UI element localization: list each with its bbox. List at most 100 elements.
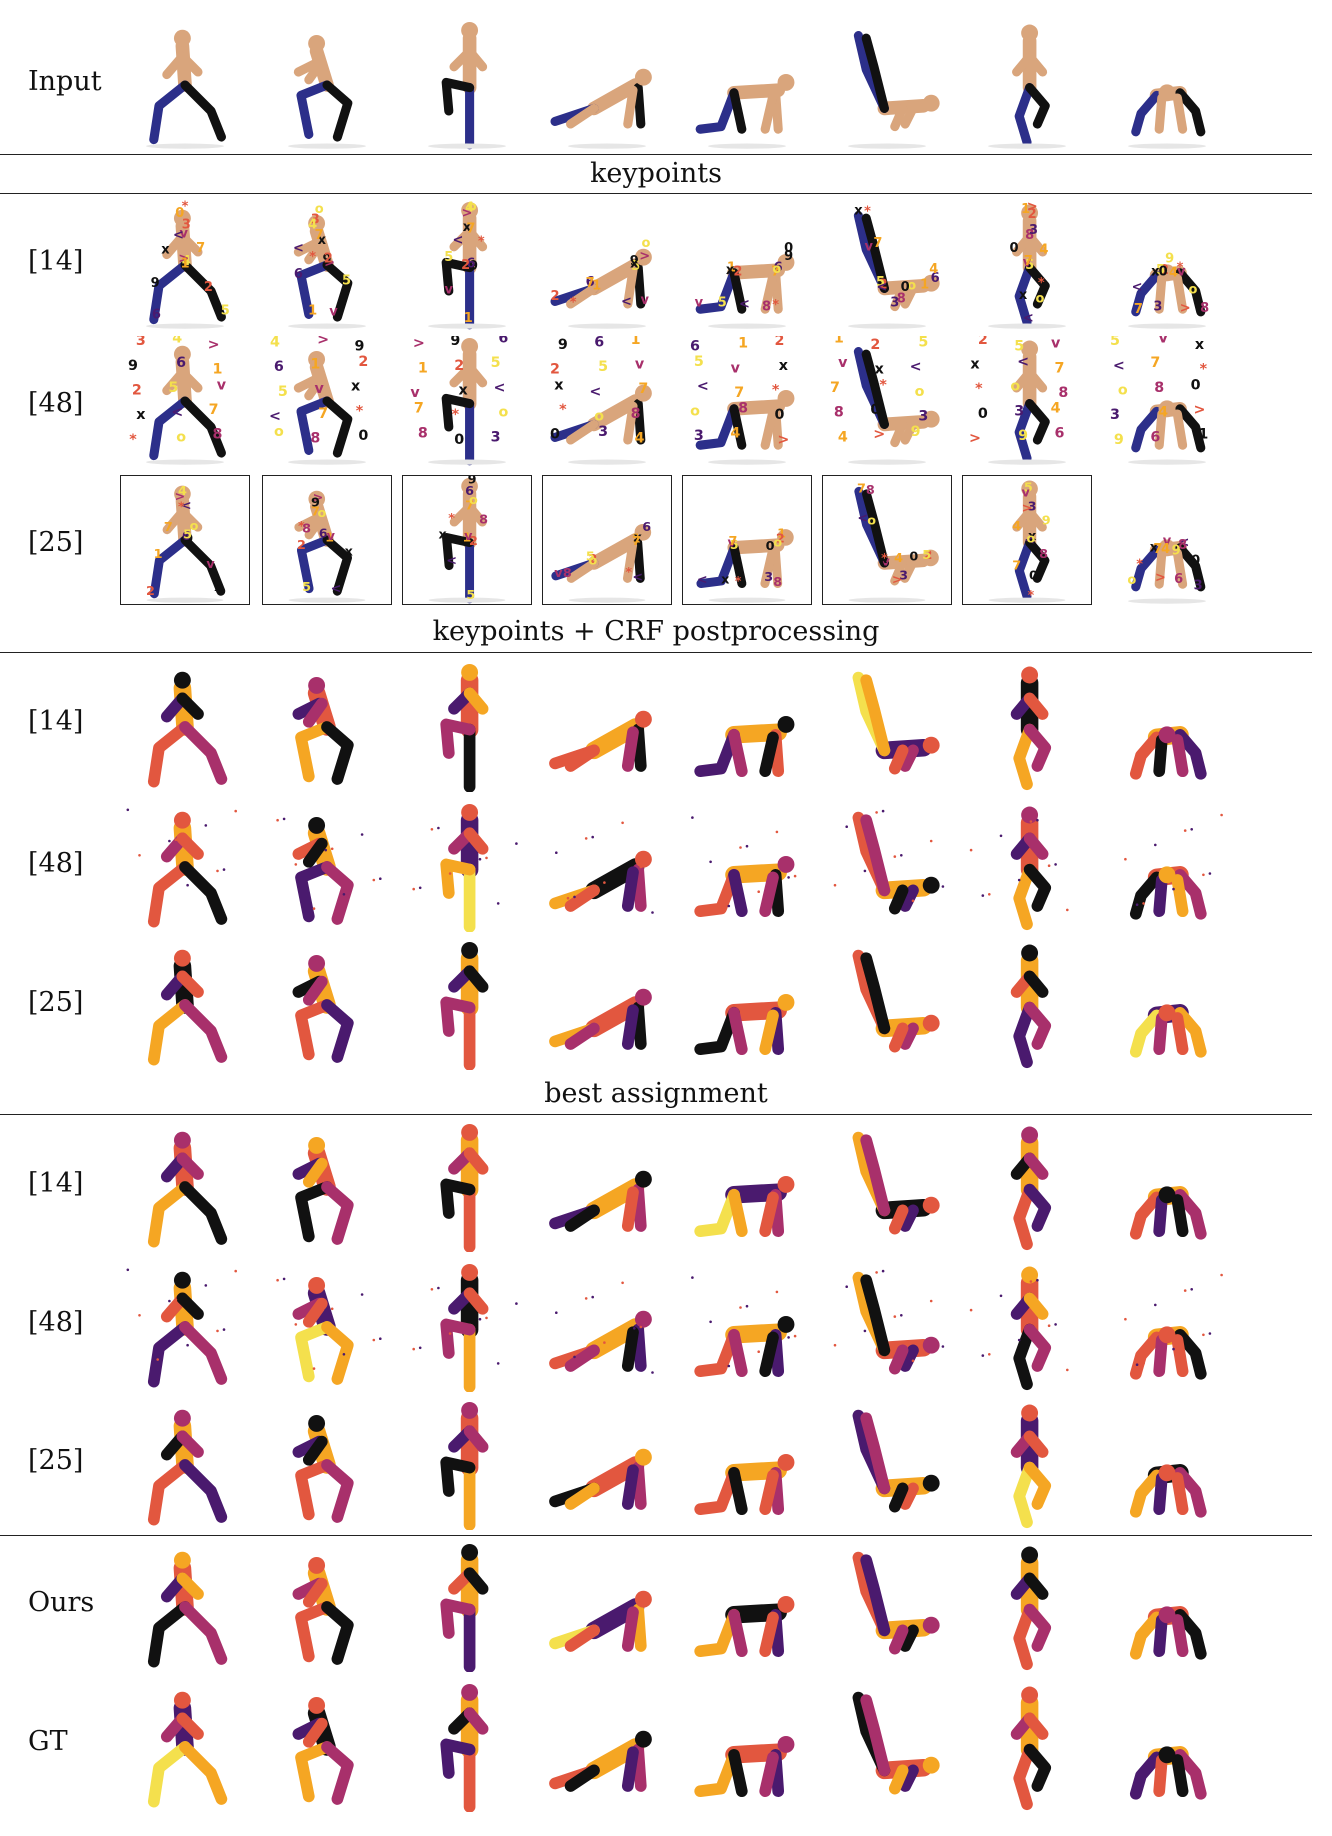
body-part xyxy=(888,884,909,915)
figure-image xyxy=(549,988,652,1050)
keypoint-label: 3 xyxy=(1029,223,1038,238)
figure-image xyxy=(694,1735,795,1798)
keypoint-label: 2 xyxy=(978,336,988,348)
head-part xyxy=(634,68,652,86)
body-part xyxy=(633,83,646,129)
body-part xyxy=(728,1466,748,1516)
head-part xyxy=(922,736,940,754)
keypoint-label: 1 xyxy=(727,261,736,276)
segmentation-figure xyxy=(1010,1126,1052,1251)
keypoint-label: 7 xyxy=(318,406,328,422)
head-part xyxy=(634,1310,652,1328)
body-part xyxy=(759,731,779,778)
body-part xyxy=(295,1601,333,1663)
noise-dot xyxy=(1172,1347,1175,1351)
body-part xyxy=(321,1181,354,1245)
segmentation-figure xyxy=(694,855,795,918)
head-part xyxy=(461,803,479,821)
figure-cell-3-1: 3 4 >9 6 1 2 5 v x <7 * o 8 xyxy=(120,336,250,466)
body-part xyxy=(176,1152,204,1180)
keypoint-label: 1 xyxy=(738,336,748,352)
keypoint-label: o xyxy=(690,403,700,419)
person-photo xyxy=(149,345,226,461)
figure-cell-5-4 xyxy=(542,662,672,792)
keypoint-label: 8 xyxy=(1178,538,1187,553)
keypoint-label: 2 xyxy=(550,289,559,304)
keypoint-label: 8 xyxy=(762,300,771,315)
figure-cell-9-1 xyxy=(120,1262,250,1392)
noise-dot xyxy=(603,1341,606,1344)
body-part xyxy=(632,1743,647,1792)
floor-shadow xyxy=(848,597,926,603)
figure-image: vx <7 *o 80 3 4 >9 6 xyxy=(1127,534,1206,604)
body-part xyxy=(176,1572,204,1600)
noise-dot xyxy=(372,878,376,882)
body-part xyxy=(1129,1751,1163,1800)
noise-dot xyxy=(174,1298,178,1301)
keypoint-label: v xyxy=(464,529,473,544)
keypoint-label: x xyxy=(1151,264,1160,279)
body-part xyxy=(888,1022,909,1053)
noise-dot xyxy=(1029,820,1033,823)
head-part xyxy=(922,274,940,292)
body-part xyxy=(1153,1754,1168,1798)
segmentation-figure xyxy=(440,1263,489,1392)
figure-image xyxy=(549,1730,652,1792)
keypoint-label: 7 xyxy=(1055,360,1065,376)
floor-shadow xyxy=(428,323,506,329)
body-part xyxy=(1174,1328,1207,1380)
body-part xyxy=(1023,970,1049,998)
noise-dot xyxy=(1054,1323,1057,1326)
head-part xyxy=(922,1756,940,1774)
figure-cell-12-4 xyxy=(542,1682,672,1812)
keypoint-label: o xyxy=(773,535,782,550)
keypoint-label: * xyxy=(182,200,189,214)
body-part xyxy=(321,1459,354,1523)
body-part xyxy=(1013,1743,1036,1811)
segmentation-figure xyxy=(292,1556,354,1665)
floor-shadow xyxy=(428,597,506,603)
noise-dot xyxy=(621,1281,624,1285)
keypoint-label: > xyxy=(639,249,650,264)
body-part xyxy=(632,1603,647,1652)
figure-cell-8-7 xyxy=(962,1122,1092,1252)
body-part xyxy=(1171,1194,1189,1238)
figure-cell-6-7 xyxy=(962,802,1092,932)
body-part xyxy=(1023,1461,1052,1510)
body-part xyxy=(1171,1334,1189,1378)
head-part xyxy=(308,1556,326,1574)
keypoint-label: 8 xyxy=(631,406,641,422)
body-part xyxy=(564,1204,600,1232)
body-part xyxy=(900,558,918,583)
body-part xyxy=(1014,399,1035,463)
noise-dot xyxy=(282,1277,286,1281)
noise-dot xyxy=(1124,1317,1127,1321)
head-part xyxy=(461,941,479,959)
figure-cell-5-8 xyxy=(1102,662,1232,792)
segmentation-figure xyxy=(440,941,489,1070)
figure-image: 5v x<7 * o80 34>9 xyxy=(988,480,1066,603)
body-part xyxy=(694,1188,740,1238)
keypoint-label: 5 xyxy=(694,354,704,370)
segmentation-figure xyxy=(440,1683,489,1812)
body-part xyxy=(442,532,475,571)
body-part xyxy=(322,396,353,458)
body-part xyxy=(1025,399,1050,445)
noise-dot xyxy=(204,1284,208,1287)
figure-image xyxy=(292,954,354,1063)
person-photo xyxy=(442,477,487,604)
figure-image xyxy=(292,1696,354,1805)
person-photo xyxy=(441,337,488,466)
segmentation-figure xyxy=(292,1696,354,1805)
head-part xyxy=(777,1175,795,1193)
noise-dot xyxy=(988,893,991,896)
figure-cell-8-4 xyxy=(542,1122,672,1252)
body-part xyxy=(1153,1194,1168,1238)
body-part xyxy=(176,832,204,860)
figure-cell-8-8 xyxy=(1102,1122,1232,1252)
head-part xyxy=(922,1616,940,1634)
keypoint-label: 9 xyxy=(784,249,793,264)
noise-dot xyxy=(591,1295,594,1299)
segmentation-figure xyxy=(147,671,228,788)
floor-shadow xyxy=(568,597,646,603)
